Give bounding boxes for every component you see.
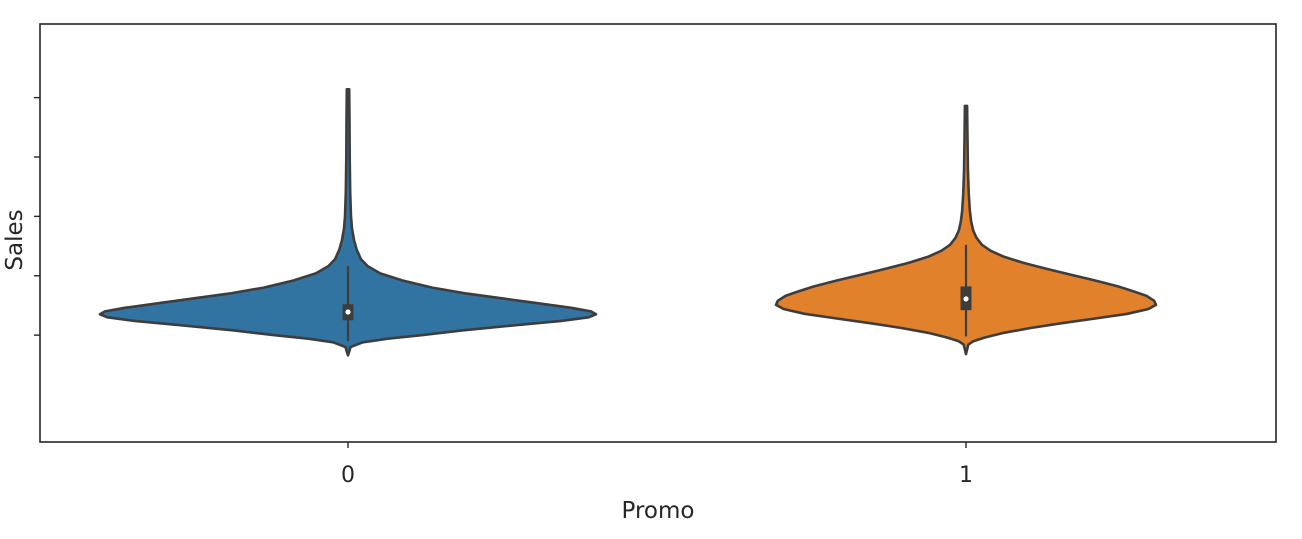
x-tick-label-0: 0	[341, 463, 355, 488]
violin-body-1	[774, 104, 1158, 356]
y-ticks	[34, 96, 40, 336]
median-point-1	[963, 296, 969, 302]
plot-frame	[39, 23, 1277, 443]
x-tick-label-1: 1	[959, 463, 973, 488]
violin-body-0	[98, 88, 598, 357]
x-axis-label: Promo	[622, 498, 695, 524]
median-point-0	[345, 309, 351, 315]
y-axis-label: Sales	[2, 209, 28, 270]
violins-layer	[98, 88, 1158, 357]
